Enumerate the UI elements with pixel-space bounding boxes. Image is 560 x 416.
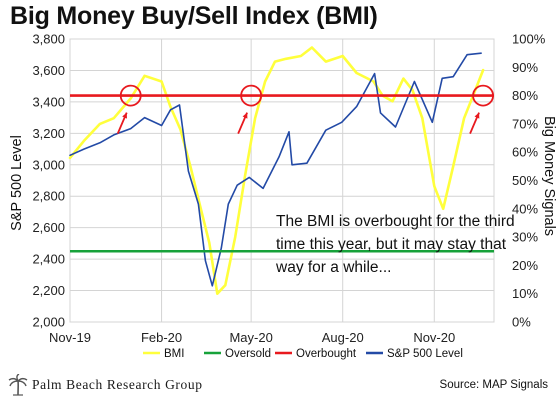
x-tick-label: Nov-19 xyxy=(49,330,91,345)
y2-tick-label: 30% xyxy=(512,230,538,245)
palm-tree-logo-icon xyxy=(8,374,28,396)
y2-tick-label: 80% xyxy=(512,88,538,103)
y-tick-label: 3,400 xyxy=(32,94,65,109)
y-tick-label: 2,400 xyxy=(32,252,65,267)
legend-label: S&P 500 Level xyxy=(387,348,463,360)
y2-tick-label: 50% xyxy=(512,173,538,188)
series-lines xyxy=(68,46,485,296)
annotation-line-2: time this year, but it may stay that xyxy=(276,236,507,253)
y2-tick-label: 0% xyxy=(512,315,531,330)
x-tick-label: May-20 xyxy=(229,330,272,345)
y-tick-label: 3,800 xyxy=(32,32,65,47)
y2-tick-label: 60% xyxy=(512,145,538,160)
y-tick-label: 3,200 xyxy=(32,126,65,141)
legend-label: Oversold xyxy=(225,348,271,360)
y-tick-label: 2,800 xyxy=(32,189,65,204)
legend: BMI Oversold Overbought S&P 500 Level xyxy=(143,348,463,360)
highlight-marks xyxy=(116,84,494,134)
left-axis-ticks: 2,000 2,200 2,400 2,600 2,800 3,000 3,200 3,400… xyxy=(32,32,65,330)
right-axis-title: Big Money Signals xyxy=(541,116,557,236)
x-tick-label: Aug-20 xyxy=(322,330,364,345)
legend-label: BMI xyxy=(164,348,184,360)
y-tick-label: 3,000 xyxy=(32,157,65,172)
highlight-arrowhead xyxy=(242,112,248,119)
legend-label: Overbought xyxy=(296,348,357,360)
y-tick-label: 2,200 xyxy=(32,283,65,298)
y-tick-label: 2,600 xyxy=(32,220,65,235)
source-note: Source: MAP Signals xyxy=(439,379,548,391)
y2-tick-label: 20% xyxy=(512,258,538,273)
y-tick-label: 3,600 xyxy=(32,63,65,78)
y2-tick-label: 90% xyxy=(512,60,538,75)
highlight-arrowhead xyxy=(474,112,480,119)
highlight-circle xyxy=(472,84,494,107)
sp500-line xyxy=(69,52,482,287)
x-tick-label: Feb-20 xyxy=(141,330,182,345)
gridlines xyxy=(69,38,495,323)
left-axis-title: S&P 500 Level xyxy=(9,135,25,231)
highlight-circle xyxy=(240,84,263,107)
right-axis-ticks: 0% 10% 20% 30% 40% 50% 60% 70% 80% 90% 100% xyxy=(512,32,546,330)
y2-tick-label: 70% xyxy=(512,116,538,131)
y2-tick-label: 40% xyxy=(512,201,538,216)
y-tick-label: 2,000 xyxy=(32,315,65,330)
x-axis-ticks: Nov-19 Feb-20 May-20 Aug-20 Nov-20 xyxy=(49,330,455,345)
chart-title: Big Money Buy/Sell Index (BMI) xyxy=(10,2,378,30)
y2-tick-label: 100% xyxy=(512,32,546,47)
highlight-circle xyxy=(119,84,142,107)
annotation-line-1: The BMI is overbought for the third xyxy=(276,213,515,230)
y2-tick-label: 10% xyxy=(512,286,538,301)
brand: Palm Beach Research Group xyxy=(8,374,203,396)
x-tick-label: Nov-20 xyxy=(413,330,455,345)
bmi-line xyxy=(68,46,485,296)
plot-border xyxy=(69,38,495,323)
annotation-line-3: way for a while... xyxy=(275,259,391,276)
highlight-arrowhead xyxy=(122,112,127,119)
brand-name: Palm Beach Research Group xyxy=(32,377,203,392)
